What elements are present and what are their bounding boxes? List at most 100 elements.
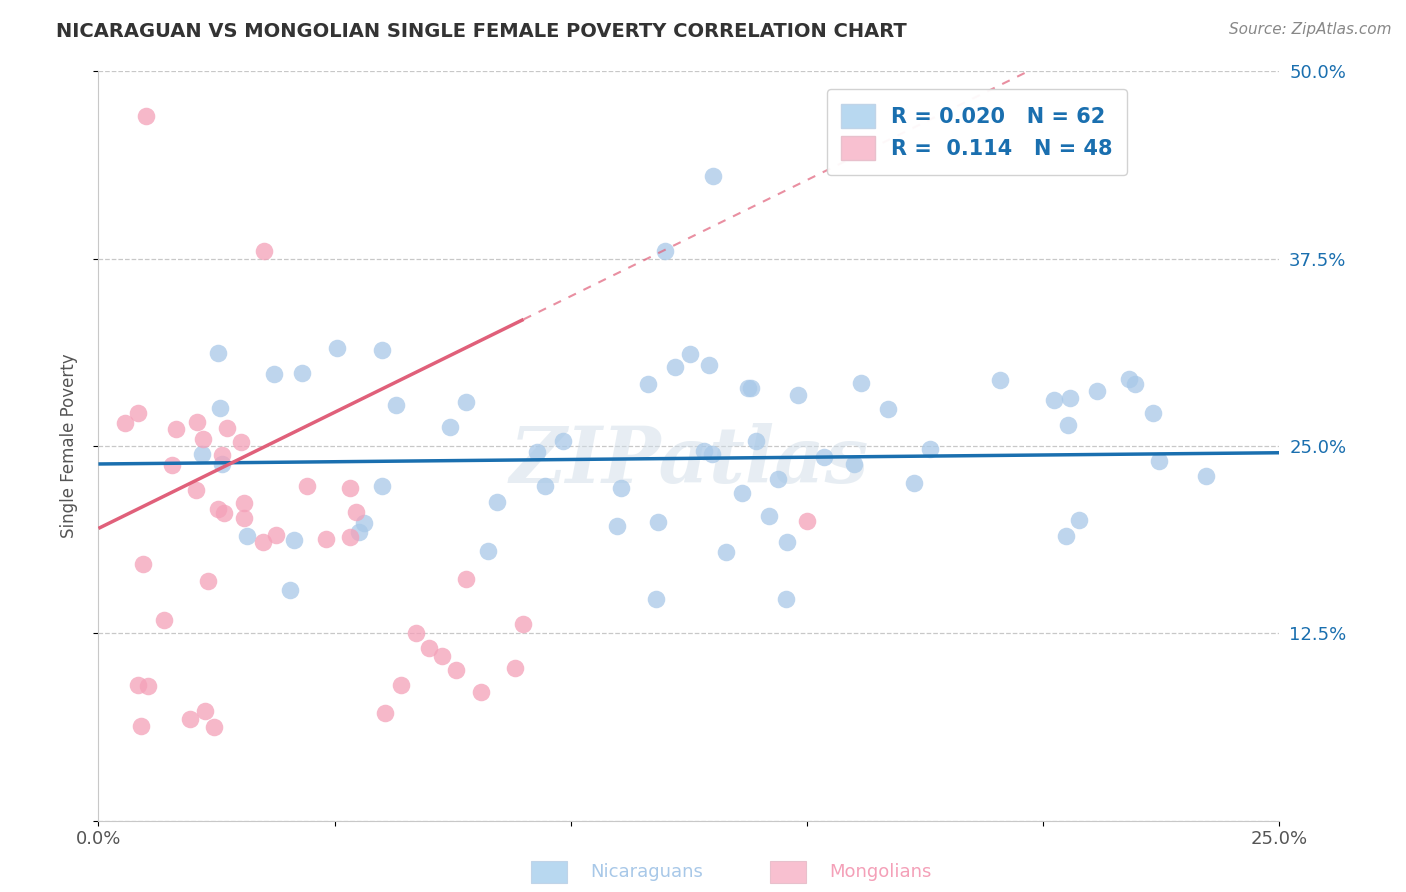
Point bbox=[418, 640, 440, 655]
Point bbox=[211, 449, 233, 463]
Point bbox=[700, 447, 723, 461]
Point bbox=[1042, 393, 1064, 408]
Point bbox=[740, 381, 762, 395]
Point bbox=[191, 447, 214, 461]
Point bbox=[215, 421, 238, 435]
Text: ZIPatlas: ZIPatlas bbox=[509, 423, 869, 500]
Point bbox=[813, 450, 835, 464]
Point bbox=[209, 401, 232, 415]
Y-axis label: Single Female Poverty: Single Female Poverty bbox=[59, 354, 77, 538]
Point bbox=[1059, 391, 1081, 405]
Point bbox=[127, 678, 149, 692]
Point bbox=[534, 479, 557, 493]
Point bbox=[766, 472, 789, 486]
Point bbox=[1123, 376, 1146, 391]
Point bbox=[315, 532, 337, 546]
Point bbox=[266, 528, 288, 542]
Point bbox=[477, 543, 499, 558]
Point bbox=[389, 678, 412, 692]
Point bbox=[283, 533, 305, 547]
Point bbox=[184, 483, 207, 498]
Point bbox=[526, 445, 548, 459]
Point bbox=[1142, 406, 1164, 420]
Point bbox=[439, 419, 461, 434]
Point bbox=[186, 415, 208, 429]
Point bbox=[252, 534, 274, 549]
Point bbox=[326, 342, 349, 356]
Point bbox=[197, 574, 219, 588]
Point bbox=[1195, 469, 1218, 483]
Point bbox=[374, 706, 396, 720]
Point bbox=[339, 481, 361, 495]
Point bbox=[405, 625, 427, 640]
Point bbox=[470, 685, 492, 699]
Text: Source: ZipAtlas.com: Source: ZipAtlas.com bbox=[1229, 22, 1392, 37]
Point bbox=[918, 442, 941, 456]
Point bbox=[644, 592, 666, 607]
Point bbox=[731, 486, 754, 500]
Point bbox=[129, 719, 152, 733]
Point bbox=[485, 494, 508, 508]
Point bbox=[231, 434, 253, 449]
Point bbox=[454, 572, 477, 586]
Point bbox=[253, 244, 276, 259]
Point bbox=[786, 388, 808, 402]
Point bbox=[235, 529, 257, 543]
Point bbox=[1057, 418, 1080, 433]
Legend: R = 0.020   N = 62, R =  0.114   N = 48: R = 0.020 N = 62, R = 0.114 N = 48 bbox=[827, 89, 1128, 175]
Point bbox=[132, 557, 155, 571]
Point bbox=[207, 502, 229, 516]
Point bbox=[697, 358, 720, 372]
Point bbox=[876, 402, 898, 417]
Point bbox=[714, 544, 737, 558]
Point bbox=[693, 444, 716, 458]
Point bbox=[503, 661, 526, 675]
Point bbox=[745, 434, 768, 449]
Text: Mongolians: Mongolians bbox=[830, 863, 932, 881]
Point bbox=[297, 479, 319, 493]
Point bbox=[232, 511, 254, 525]
Point bbox=[851, 376, 873, 390]
Point bbox=[212, 506, 235, 520]
Point bbox=[339, 530, 361, 544]
Point bbox=[202, 720, 225, 734]
Point bbox=[606, 519, 628, 533]
Point bbox=[776, 535, 799, 549]
Point bbox=[647, 515, 669, 529]
Point bbox=[678, 347, 700, 361]
Point bbox=[191, 432, 214, 446]
Point bbox=[135, 109, 157, 123]
Point bbox=[162, 458, 184, 473]
Text: Nicaraguans: Nicaraguans bbox=[591, 863, 703, 881]
Point bbox=[1054, 529, 1077, 543]
Point bbox=[796, 514, 818, 528]
Point bbox=[654, 244, 676, 259]
Point bbox=[988, 373, 1011, 387]
Point bbox=[344, 505, 367, 519]
Point bbox=[152, 613, 174, 627]
Point bbox=[1147, 454, 1170, 468]
Point bbox=[136, 679, 159, 693]
Point bbox=[737, 381, 759, 395]
Point bbox=[127, 406, 149, 420]
Point bbox=[233, 496, 256, 510]
Point bbox=[278, 583, 301, 598]
Point bbox=[347, 524, 370, 539]
Point bbox=[432, 649, 454, 664]
Point bbox=[1067, 513, 1090, 527]
Point bbox=[903, 475, 925, 490]
Point bbox=[444, 663, 467, 677]
Point bbox=[664, 360, 686, 375]
Point bbox=[1118, 371, 1140, 385]
Point bbox=[385, 398, 408, 412]
Point bbox=[371, 479, 394, 493]
Point bbox=[194, 704, 217, 718]
Point bbox=[291, 366, 314, 380]
Point bbox=[551, 434, 574, 448]
Point bbox=[512, 616, 534, 631]
Point bbox=[179, 712, 201, 726]
Point bbox=[371, 343, 394, 358]
Point bbox=[610, 481, 633, 495]
Point bbox=[637, 376, 659, 391]
Point bbox=[165, 422, 187, 436]
